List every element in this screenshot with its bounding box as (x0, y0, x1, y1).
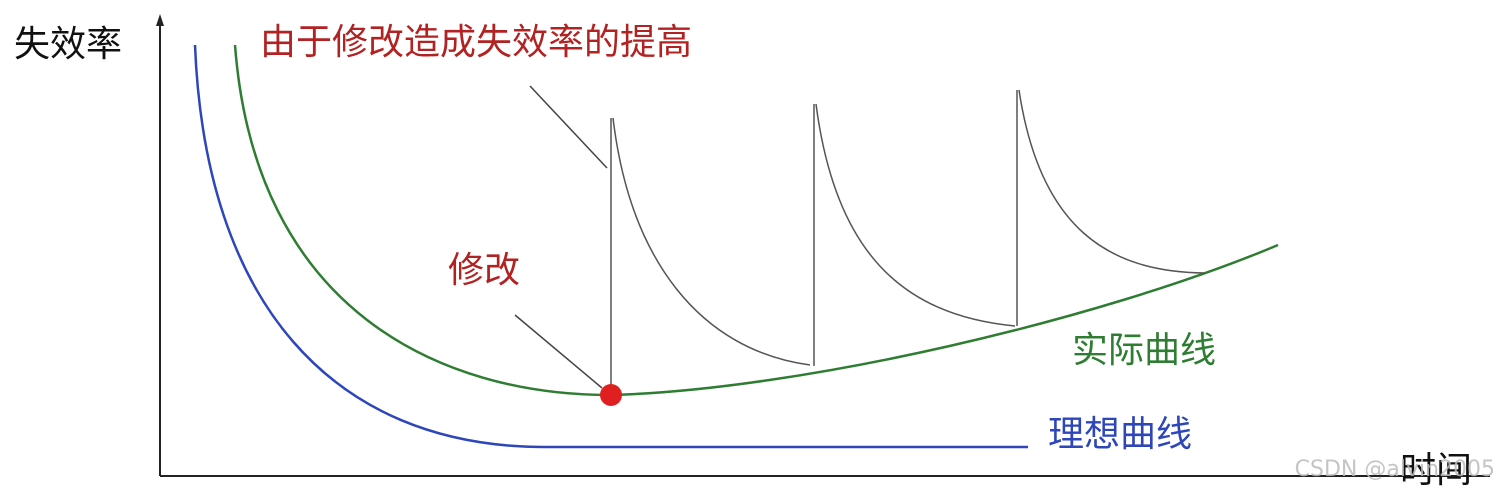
x-axis-label: 时间 (1400, 450, 1472, 491)
annotation: 由于修改造成失效率的提高 (260, 22, 692, 63)
spikes (610, 89, 1206, 395)
spike-decay (612, 117, 811, 366)
curve-label: 理想曲线 (1048, 414, 1192, 455)
spike-decay (815, 103, 1016, 327)
leader-line (529, 85, 608, 169)
ideal-curve (193, 44, 1028, 449)
spike-decay (1018, 89, 1206, 274)
watermark: CSDN @alvin2005 (1295, 457, 1495, 482)
leader-line (514, 314, 603, 389)
modification-point (600, 384, 622, 406)
curve-label: 实际曲线 (1072, 330, 1216, 371)
y-axis-label: 失效率 (14, 24, 122, 65)
annotation: 修改 (448, 250, 520, 291)
y-axis-arrow (156, 14, 164, 26)
